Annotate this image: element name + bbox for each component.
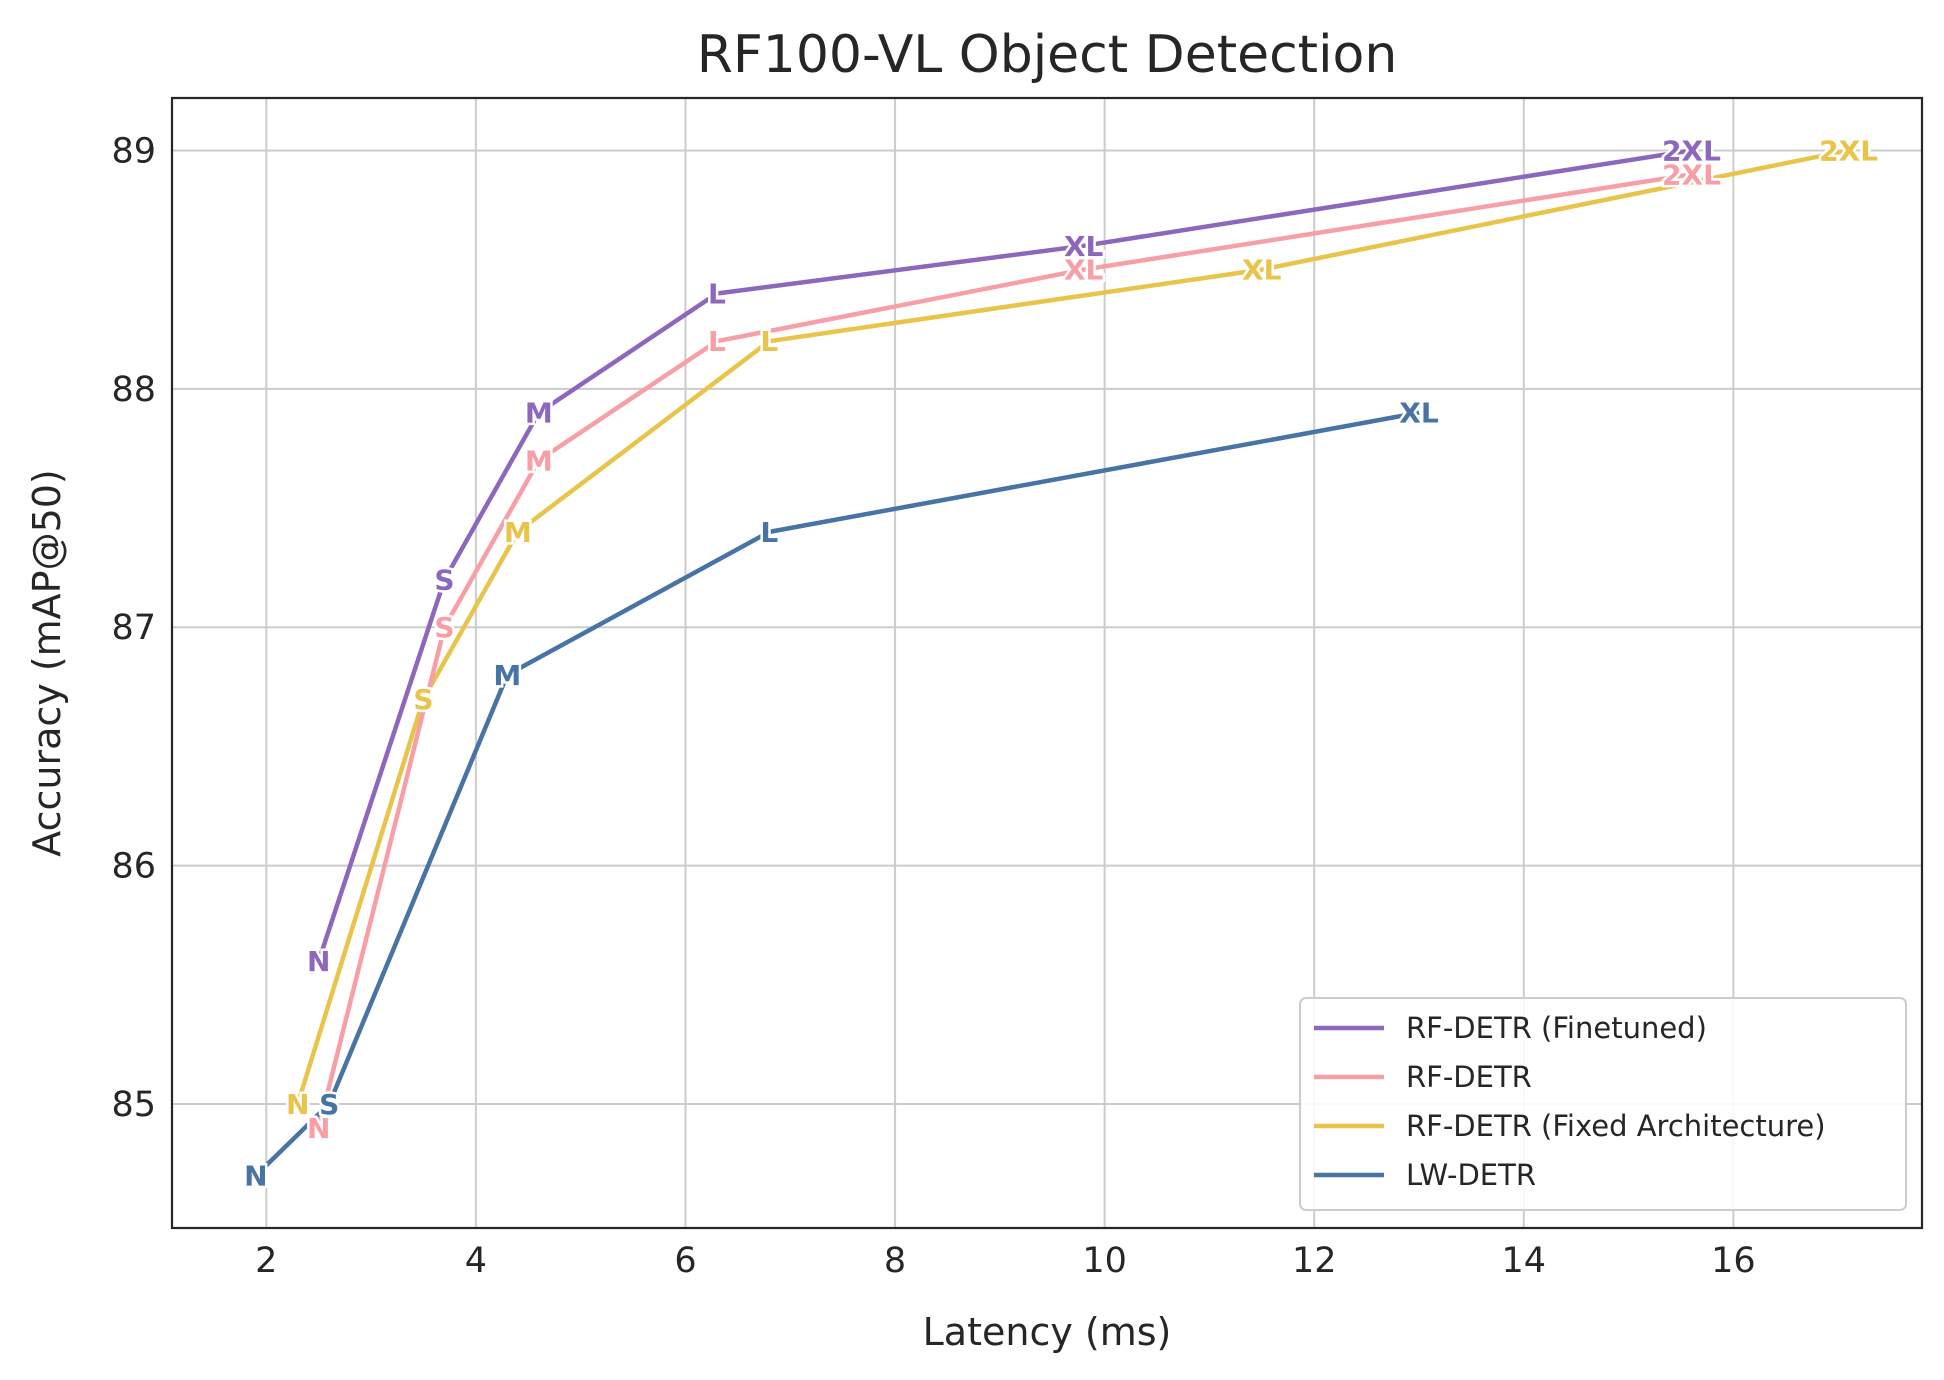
point-label: S [319,1088,339,1121]
point-label: N [307,1112,330,1145]
y-axis-label: Accuracy (mAP@50) [25,469,69,857]
point-label: L [708,325,726,358]
y-tick-label: 86 [111,847,156,887]
x-tick-label: 2 [255,1241,277,1281]
plot-frame [170,96,1924,1230]
x-tick-label: 12 [1292,1241,1337,1281]
legend: RF-DETR (Finetuned) RF-DETR RF-DETR (Fixed… [1299,997,1907,1211]
legend-entry: LW-DETR [1406,1158,1536,1192]
point-label: 2XL [1662,134,1721,167]
legend-entry: RF-DETR (Fixed Architecture) [1406,1109,1826,1143]
point-label: S [434,611,454,644]
chart-title: RF100-VL Object Detection [697,25,1398,85]
legend-entry: RF-DETR (Finetuned) [1406,1011,1707,1045]
series-line [316,172,1692,1129]
series-line [316,148,1692,962]
x-tick-label: 10 [1082,1241,1127,1281]
point-label: XL [1064,230,1104,263]
point-label: XL [1064,254,1104,287]
tick-layer: 2 4 6 8 10 12 14 16 85 86 87 88 89 [111,131,1755,1281]
y-tick-label: 87 [111,608,156,648]
x-axis-label: Latency (ms) [923,1310,1172,1354]
y-tick-label: 85 [111,1085,156,1125]
x-tick-label: 16 [1711,1241,1756,1281]
point-label: 2XL [1819,134,1878,167]
point-label: M [504,516,532,549]
point-label: M [525,444,553,477]
point-label: N [286,1088,309,1121]
y-tick-label: 89 [111,131,156,171]
point-label: XL [1242,254,1282,287]
point-label: L [708,277,726,310]
point-label: N [244,1160,267,1193]
legend-entry: RF-DETR [1406,1060,1532,1094]
x-tick-label: 6 [674,1241,696,1281]
series-layer [254,148,1850,1178]
point-label: M [493,659,521,692]
point-label: S [413,683,433,716]
point-label: L [760,516,778,549]
x-tick-label: 8 [884,1241,906,1281]
point-label: M [525,397,553,430]
x-tick-label: 14 [1502,1241,1547,1281]
point-label: L [760,325,778,358]
legend-box [1299,997,1907,1211]
x-tick-label: 4 [465,1241,487,1281]
point-label: N [307,945,330,978]
series-line [254,410,1420,1178]
series-line [295,148,1850,1105]
point-label: S [434,564,454,597]
y-tick-label: 88 [111,370,156,410]
point-label: 2XL [1662,158,1721,191]
point-label: XL [1399,397,1439,430]
